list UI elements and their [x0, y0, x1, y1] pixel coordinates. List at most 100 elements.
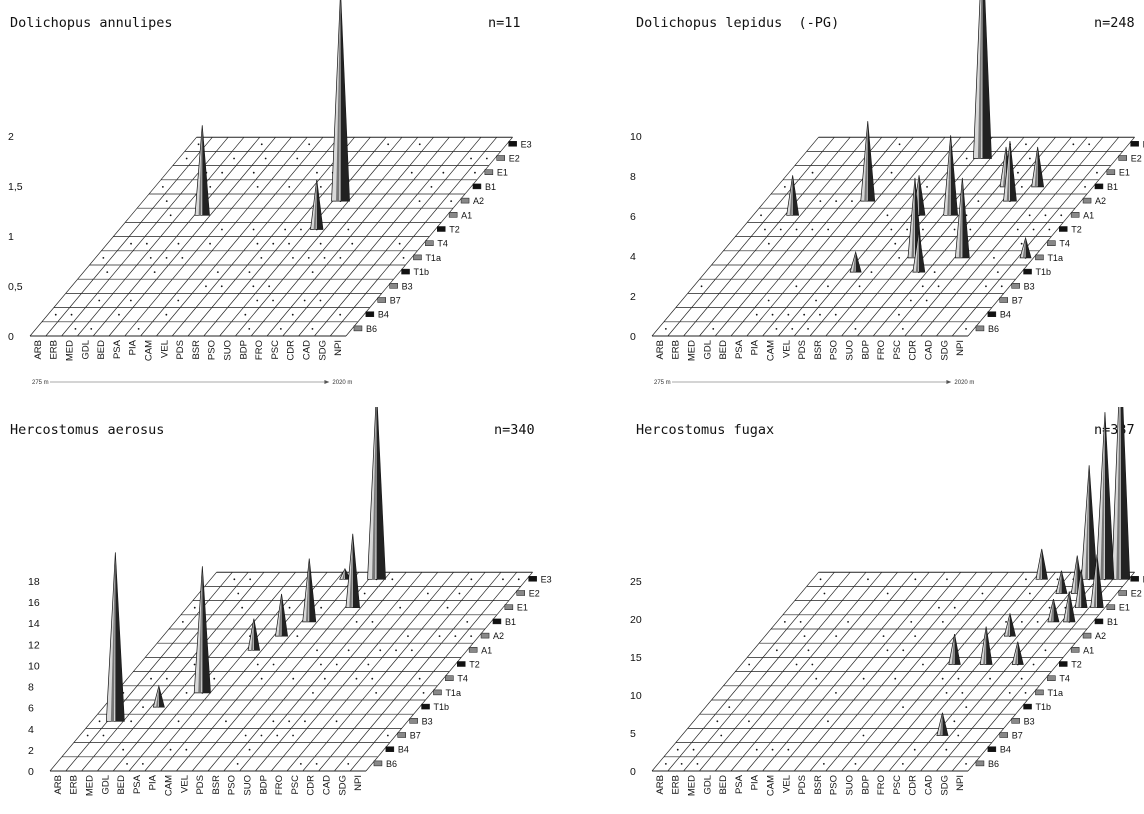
occurrence-dot [720, 734, 723, 737]
occurrence-dot [696, 763, 699, 765]
occurrence-dot [233, 157, 235, 160]
x-category-label: CDR [908, 340, 919, 361]
x-category-label: CAD [302, 340, 313, 360]
occurrence-dot [323, 677, 326, 680]
row-label: E3 [1143, 574, 1144, 584]
occurrence-dot [410, 171, 413, 174]
x-category-label: PSC [270, 340, 281, 360]
row-label: B6 [386, 759, 397, 769]
occurrence-dot [118, 313, 120, 316]
occurrence-dot [248, 271, 251, 273]
elevation-start-label: 275 m [654, 380, 671, 386]
occurrence-dot [890, 171, 893, 174]
occurrence-dot [398, 242, 401, 245]
occurrence-dot [470, 157, 472, 160]
occurrence-dot [438, 635, 441, 637]
row-label: T2 [1071, 660, 1082, 670]
x-category-label: MED [85, 775, 96, 796]
occurrence-dot [319, 299, 322, 302]
occurrence-dot [771, 313, 774, 316]
occurrence-dot [248, 748, 251, 751]
occurrence-dot [181, 257, 184, 259]
occurrence-dot [161, 186, 164, 188]
x-category-label: CAM [766, 340, 777, 361]
row-label: E2 [529, 589, 540, 599]
occurrence-dot [185, 692, 188, 694]
peak-spike [786, 175, 800, 216]
row-marker [1035, 689, 1044, 696]
occurrence-dot [292, 257, 294, 259]
x-category-label: GDL [80, 340, 91, 360]
occurrence-dot [291, 313, 294, 316]
occurrence-dot [1025, 143, 1027, 146]
peak-spike [936, 712, 949, 736]
y-tick-label: 1,5 [8, 181, 23, 193]
occurrence-dot [1044, 214, 1047, 217]
occurrence-dot [391, 578, 394, 581]
row-marker [1106, 604, 1116, 610]
x-category-label: BSR [191, 340, 202, 360]
row-marker [987, 311, 997, 317]
x-category-label: PSO [227, 775, 238, 795]
occurrence-dot [221, 228, 223, 231]
occurrence-dot [145, 242, 148, 245]
occurrence-dot [375, 692, 378, 694]
row-label: T4 [457, 674, 468, 684]
peak-spike [367, 407, 386, 580]
row-marker [353, 325, 363, 332]
occurrence-dot [937, 285, 940, 288]
peak-spike [1074, 569, 1088, 609]
occurrence-dot [902, 649, 905, 652]
elevation-end-label: 2020 m [332, 380, 352, 386]
row-label: E2 [1131, 589, 1142, 599]
occurrence-dot [410, 649, 413, 652]
row-marker [1106, 169, 1116, 175]
row-label: B7 [1012, 731, 1023, 741]
occurrence-dot [308, 143, 311, 146]
occurrence-dot [676, 748, 679, 751]
x-category-label: PSO [207, 340, 218, 360]
occurrence-dot [803, 313, 806, 316]
occurrence-dot [767, 299, 770, 302]
occurrence-dot [1060, 214, 1063, 217]
peak-spike [152, 684, 165, 708]
occurrence-dot [98, 720, 101, 723]
row-marker [528, 576, 537, 582]
row-marker [516, 590, 525, 596]
row-label: T4 [437, 239, 448, 249]
occurrence-dot [129, 299, 132, 302]
row-label: E3 [541, 574, 552, 584]
occurrence-dot [347, 228, 350, 231]
occurrence-dot [193, 663, 196, 666]
occurrence-dot [272, 663, 275, 666]
x-category-label: MED [65, 340, 76, 361]
chart-count-label: n=11 [488, 15, 521, 31]
peak-spike [1019, 236, 1032, 259]
occurrence-dot [248, 328, 251, 330]
occurrence-dot [303, 299, 306, 302]
occurrence-dot [216, 271, 219, 273]
row-marker [401, 268, 410, 275]
elevation-arrowhead [946, 380, 952, 384]
occurrence-dot [913, 748, 916, 751]
row-label: B4 [398, 745, 409, 755]
peak-spike [943, 135, 959, 216]
chart-count-label: n=248 [1094, 15, 1135, 31]
y-tick-label: 4 [28, 724, 34, 736]
x-category-label: PDS [797, 775, 808, 795]
row-marker [365, 311, 375, 317]
y-tick-label: 2 [630, 291, 636, 303]
occurrence-dot [220, 285, 223, 288]
x-category-label: CAD [924, 340, 935, 360]
y-tick-label: 10 [28, 660, 40, 672]
row-label: B3 [1024, 716, 1035, 726]
peak-spike [105, 552, 125, 722]
occurrence-dot [371, 677, 374, 680]
occurrence-dot [712, 328, 715, 330]
row-label: E3 [1143, 139, 1144, 149]
row-label: A2 [1095, 631, 1106, 641]
occurrence-dot [485, 157, 488, 160]
row-marker [484, 169, 494, 175]
occurrence-dot [237, 592, 240, 595]
row-marker [1070, 647, 1080, 653]
